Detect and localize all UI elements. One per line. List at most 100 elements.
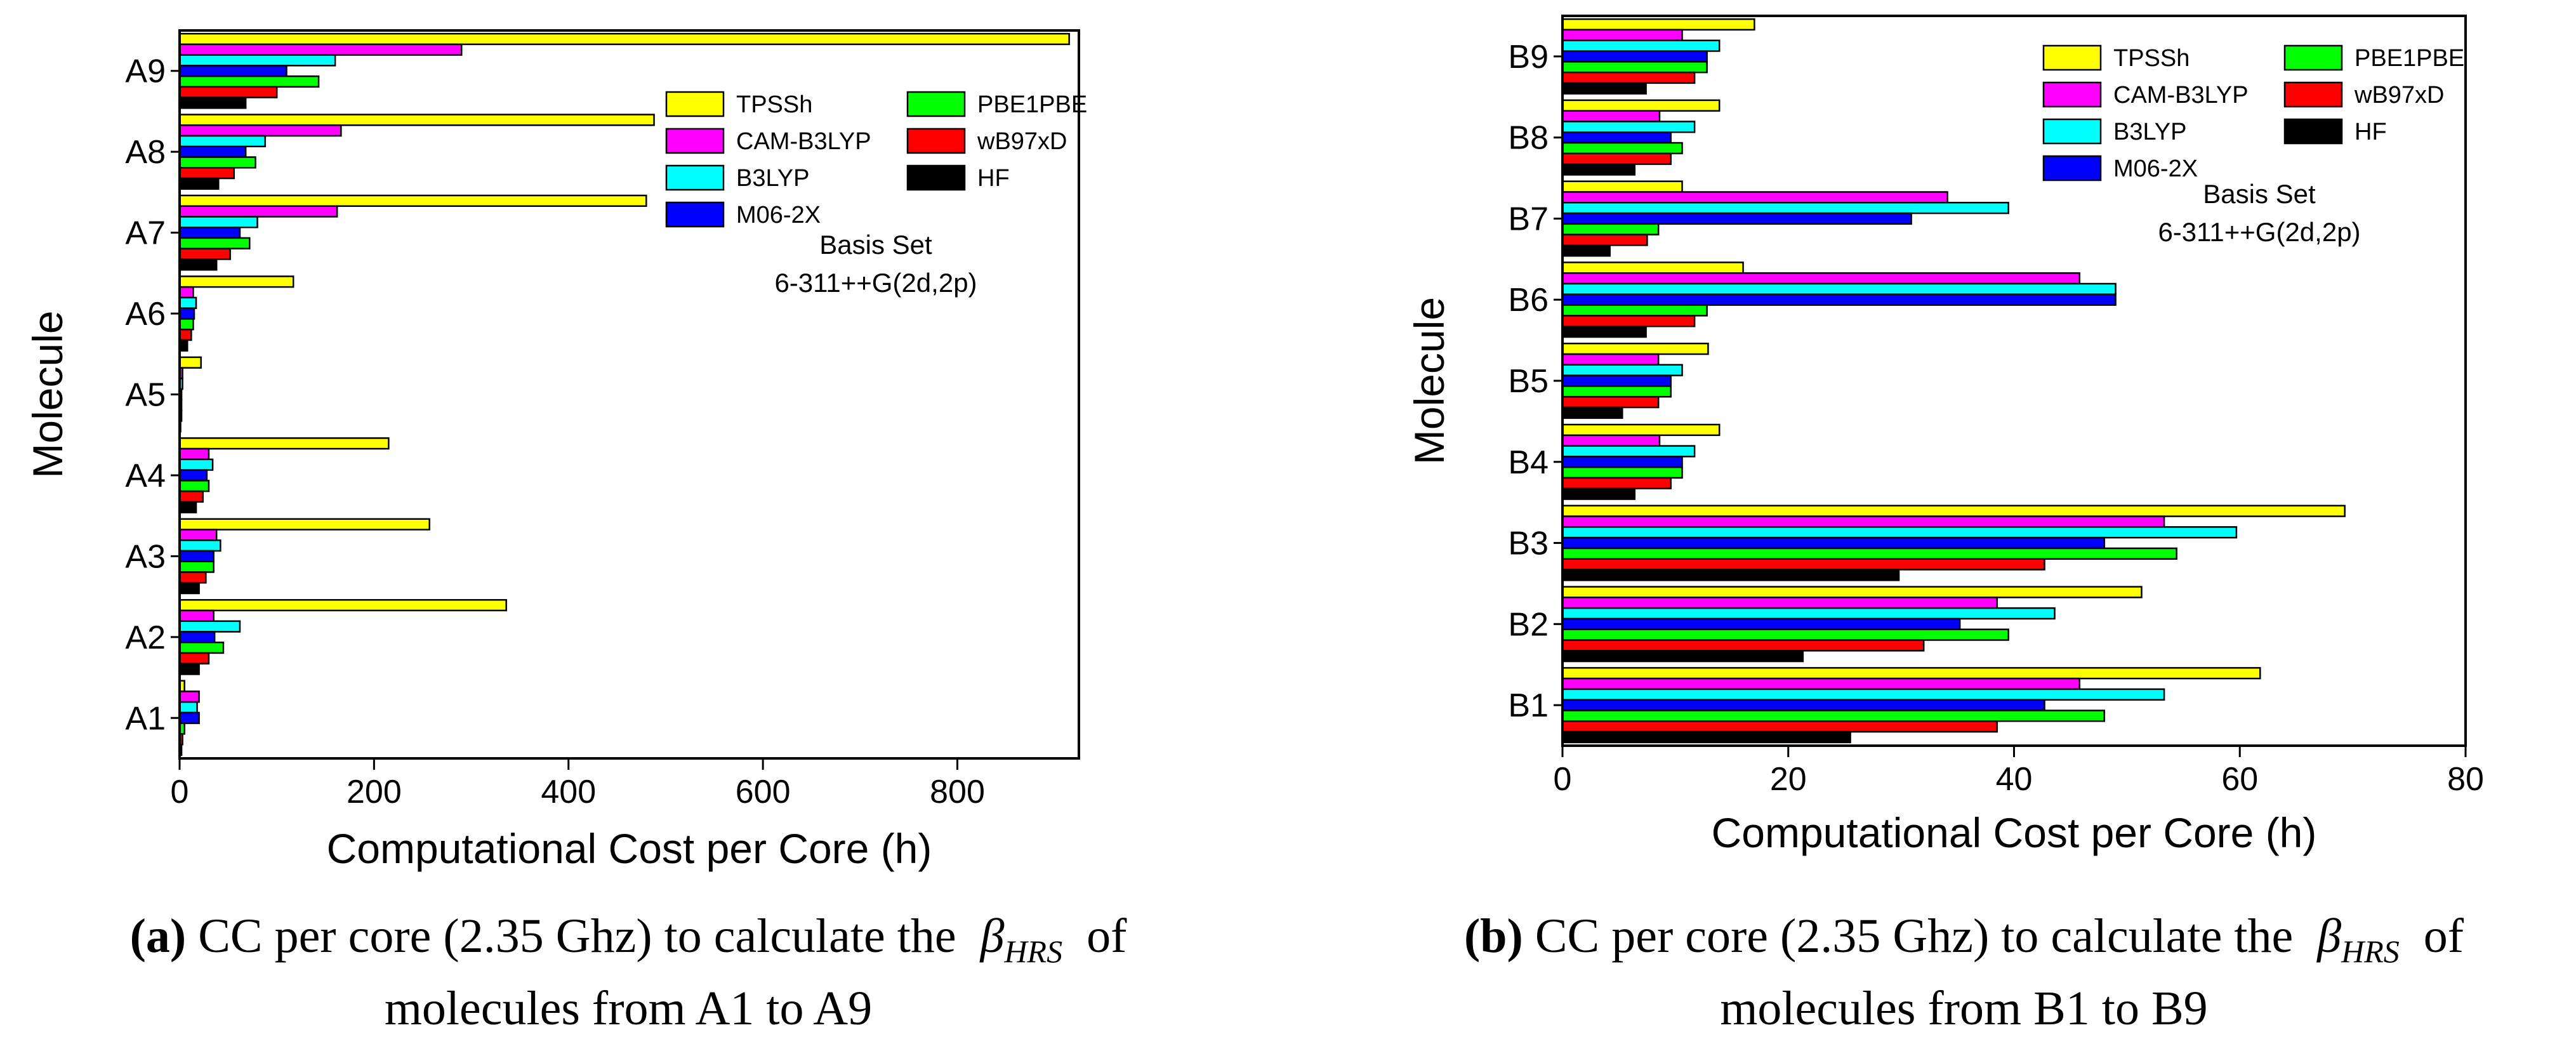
bar-a-A7-B3LYP xyxy=(178,216,258,228)
bar-b-B7-CAM-B3LYP xyxy=(1561,191,1948,204)
bar-a-A8-CAM-B3LYP xyxy=(178,124,342,137)
bar-a-A1-M06-2X xyxy=(178,711,200,724)
chart-a: A1 A2 A3 A4 A5 A6 A7 A8 A9 0 200 400 600 800 Computati… xyxy=(24,29,1087,872)
ytick-label-A5: A5 xyxy=(125,377,166,414)
bar-a-A3-CAM-B3LYP xyxy=(178,529,218,541)
xtick-label-b-20: 20 xyxy=(1770,761,1807,798)
bar-a-A9-CAM-B3LYP xyxy=(178,43,463,56)
ytick-label-A6: A6 xyxy=(125,296,166,333)
caption-a-text: CC per core (2.35 Ghz) to calculate the xyxy=(198,909,956,963)
x-axis-label-a: Computational Cost per Core (h) xyxy=(327,825,932,872)
bar-b-B7-HF xyxy=(1561,244,1611,257)
bar-b-B8-M06-2X xyxy=(1561,131,1672,144)
caption-b-line2: molecules from B1 to B9 xyxy=(1720,982,2208,1036)
bar-a-A8-B3LYP xyxy=(178,135,267,148)
bar-a-A3-B3LYP xyxy=(178,539,221,552)
bar-b-B9-HF xyxy=(1561,82,1647,95)
caption-a-subscript: HRS xyxy=(1004,934,1063,970)
bar-b-B7-B3LYP xyxy=(1561,202,2009,215)
legend-swatch-a-TPSSh xyxy=(665,91,725,117)
bar-b-B3-HF xyxy=(1561,569,1900,581)
bar-b-B7-wB97xD xyxy=(1561,234,1648,246)
bar-a-A4-wB97xD xyxy=(178,490,204,503)
bar-a-A6-B3LYP xyxy=(178,296,197,309)
caption-b-label: (b) xyxy=(1463,909,1523,963)
bar-b-B4-TPSSh xyxy=(1561,423,1721,437)
legend-label-b-HF: HF xyxy=(2355,119,2387,145)
bar-b-B2-B3LYP xyxy=(1561,607,2056,620)
bar-b-B8-HF xyxy=(1561,163,1636,176)
legend-label-a-M06-2X: M06-2X xyxy=(736,202,821,228)
bar-b-B8-PBE1PBE xyxy=(1561,142,1683,155)
legend-swatch-b-M06-2X xyxy=(2042,155,2102,182)
bar-b-B5-TPSSh xyxy=(1561,342,1709,355)
bar-b-B3-wB97xD xyxy=(1561,558,2045,571)
ytick-label-A2: A2 xyxy=(125,619,166,656)
legend-a: TPSSh CAM-B3LYP B3LYP M06-2X PBE1PBE wB97xD HF xyxy=(665,91,1087,228)
annotation-b-line-0: Basis Set xyxy=(2203,179,2316,209)
ytick-label-B8: B8 xyxy=(1508,120,1549,157)
bar-b-B1-CAM-B3LYP xyxy=(1561,677,2080,690)
bar-b-B2-PBE1PBE xyxy=(1561,628,2009,641)
bar-b-B6-CAM-B3LYP xyxy=(1561,272,2080,285)
bar-b-B9-M06-2X xyxy=(1561,50,1708,63)
bar-b-B3-B3LYP xyxy=(1561,526,2238,539)
ytick-label-B6: B6 xyxy=(1508,282,1549,319)
annotation-a-line-1: 6-311++G(2d,2p) xyxy=(774,268,977,298)
bar-a-A6-TPSSh xyxy=(178,275,294,288)
caption-b-subscript: HRS xyxy=(2341,934,2400,970)
bar-b-B2-TPSSh xyxy=(1561,586,2143,598)
legend-label-a-PBE1PBE: PBE1PBE xyxy=(977,91,1087,118)
bar-b-B7-M06-2X xyxy=(1561,212,1912,225)
bar-a-A9-TPSSh xyxy=(178,32,1070,46)
chart-b: B1 B2 B3 B4 B5 B6 B7 B8 B9 0 20 40 60 80 Computational… xyxy=(1406,15,2484,856)
bar-a-A6-PBE1PBE xyxy=(178,318,194,331)
legend-label-b-wB97xD: wB97xD xyxy=(2354,82,2445,109)
bar-a-A2-B3LYP xyxy=(178,620,241,633)
bar-b-B6-TPSSh xyxy=(1561,261,1744,274)
bar-a-A8-wB97xD xyxy=(178,167,235,180)
bar-b-B9-wB97xD xyxy=(1561,71,1696,84)
legend-label-a-B3LYP: B3LYP xyxy=(736,165,809,192)
bar-a-A1-B3LYP xyxy=(178,701,198,714)
bar-a-A2-CAM-B3LYP xyxy=(178,609,215,622)
legend-label-b-PBE1PBE: PBE1PBE xyxy=(2355,45,2464,72)
bar-b-B2-M06-2X xyxy=(1561,618,1961,630)
xtick-label-b-60: 60 xyxy=(2221,761,2258,798)
bar-b-B9-TPSSh xyxy=(1561,18,1755,31)
ytick-label-A7: A7 xyxy=(125,215,166,252)
bar-b-B1-wB97xD xyxy=(1561,720,1998,733)
bar-a-A2-PBE1PBE xyxy=(178,641,225,654)
bar-b-B1-HF xyxy=(1561,730,1851,744)
bar-b-B5-HF xyxy=(1561,406,1623,419)
bar-b-B4-B3LYP xyxy=(1561,445,1696,458)
legend-label-a-TPSSh: TPSSh xyxy=(736,91,812,118)
bar-a-A1-CAM-B3LYP xyxy=(178,690,200,703)
xtick-label-a-400: 400 xyxy=(541,774,596,810)
bar-a-A4-M06-2X xyxy=(178,469,208,482)
ytick-label-B2: B2 xyxy=(1508,606,1549,643)
ytick-label-B5: B5 xyxy=(1508,363,1549,400)
legend-swatch-a-CAM-B3LYP xyxy=(665,128,725,154)
bar-b-B4-HF xyxy=(1561,487,1636,500)
legend-b: TPSSh CAM-B3LYP B3LYP M06-2X PBE1PBE wB97xD HF xyxy=(2042,44,2464,182)
ytick-label-A4: A4 xyxy=(125,458,166,494)
legend-swatch-b-TPSSh xyxy=(2042,44,2102,71)
bar-b-B8-wB97xD xyxy=(1561,152,1672,165)
bar-b-B5-CAM-B3LYP xyxy=(1561,353,1660,366)
bar-a-A7-CAM-B3LYP xyxy=(178,205,338,218)
bar-a-A2-TPSSh xyxy=(178,598,507,612)
bar-b-B2-wB97xD xyxy=(1561,639,1925,652)
caption-b-symbol: β xyxy=(2317,909,2342,963)
annotation-b-line-1: 6-311++G(2d,2p) xyxy=(2158,217,2360,247)
bar-a-A8-M06-2X xyxy=(178,145,247,158)
bar-a-A8-TPSSh xyxy=(178,114,655,126)
legend-swatch-b-HF xyxy=(2283,118,2343,145)
bar-b-B9-PBE1PBE xyxy=(1561,61,1708,74)
legend-label-a-wB97xD: wB97xD xyxy=(977,128,1067,155)
xtick-label-b-0: 0 xyxy=(1554,761,1572,798)
plot-frame-a xyxy=(178,29,1080,760)
bar-a-A2-wB97xD xyxy=(178,652,210,664)
bar-b-B4-M06-2X xyxy=(1561,456,1683,468)
